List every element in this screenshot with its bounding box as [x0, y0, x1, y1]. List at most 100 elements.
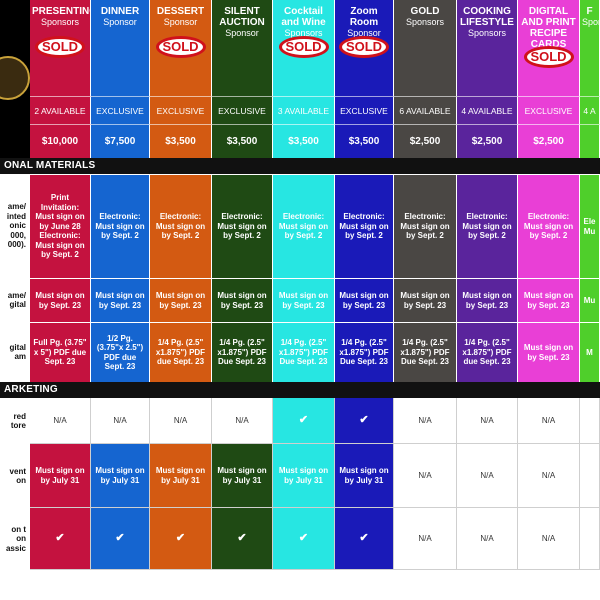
sponsor-column-cell: 1/2 Pg. (3.75"x 2.5") PDF due Sept. 23 [91, 322, 150, 382]
sponsor-column-cell: ✔ [91, 508, 150, 570]
sponsor-column-cell: Electronic: Must sign on by Sept. 2 [457, 174, 518, 278]
price-text: $2,500 [471, 136, 503, 147]
section-promotional-materials: ONAL MATERIALS [0, 158, 600, 174]
sponsor-name: PRESENTING [32, 6, 91, 17]
promo-row-1: ame/ inted onic 000, 000). Print Invitati… [0, 174, 600, 278]
cell-value: N/A [541, 416, 556, 425]
availability-text: EXCLUSIVE [156, 105, 205, 116]
sponsor-column-cell: Must sign on by Sept. 23 [518, 322, 580, 382]
price-text: $2,500 [533, 136, 564, 147]
cell-value: Must sign on by July 31 [155, 466, 206, 485]
sponsor-column-cell: DINNER Sponsor [91, 0, 150, 96]
sold-badge: SOLD [278, 36, 329, 58]
sponsor-column-cell: 4 A [580, 96, 600, 124]
sponsor-column-cell: N/A [394, 508, 457, 570]
sponsor-column-cell: Must sign on by July 31 [91, 444, 150, 508]
cell-value: Must sign on by July 31 [278, 466, 329, 485]
sponsor-column-cell: ✔ [273, 508, 335, 570]
deadline-text: Must sign on by Sept. 23 [523, 291, 574, 310]
row-label: gital am [0, 322, 28, 382]
cell-value [580, 398, 599, 443]
sponsor-column-cell: Must sign on by Sept. 23 [212, 278, 273, 322]
sponsor-column-cell: Electronic: Must sign on by Sept. 2 [150, 174, 212, 278]
price-text: $3,500 [226, 136, 258, 147]
row-label: on t on assic [0, 508, 28, 570]
sponsor-column-cell: N/A [150, 398, 212, 444]
sponsor-column-cell: Must sign on by July 31 [335, 444, 394, 508]
sponsor-column-cell: N/A [394, 444, 457, 508]
sponsor-subtitle: Sponsors [40, 17, 80, 27]
cell-value: N/A [173, 416, 188, 425]
sponsor-column-cell: COOKING LIFESTYLE Sponsors [457, 0, 518, 96]
row-label: red tore [0, 398, 28, 444]
availability-text: 3 AVAILABLE [277, 105, 330, 116]
price-text: $10,000 [41, 136, 79, 147]
cell-value: N/A [235, 416, 249, 425]
deadline-text: 1/4 Pg. (2.5" x1.875") PDF Due Sept. 23 [217, 338, 267, 367]
sponsor-column-cell: Cocktail and Wine Sponsors SOLD [273, 0, 335, 96]
sponsor-column-cell: Full Pg. (3.75" x 5") PDF due Sept. 23 [30, 322, 91, 382]
sponsor-name: SILENT AUCTION [219, 6, 265, 28]
cell-value: N/A [541, 534, 556, 543]
row-label-text: on t on assic [5, 524, 26, 553]
sponsor-column-cell: ✔ [30, 508, 91, 570]
check-icon: ✔ [298, 531, 309, 544]
sponsor-column-cell: ✔ [335, 398, 394, 444]
sponsor-column-cell: $2,500 [518, 124, 580, 158]
deadline-text: Ele Mu [583, 217, 596, 236]
cell-value [580, 444, 599, 507]
sponsor-column-cell: Must sign on by Sept. 23 [91, 278, 150, 322]
sponsor-column-cell: ✔ [150, 508, 212, 570]
sponsor-column-cell: 4 AVAILABLE [457, 96, 518, 124]
cell-value: N/A [541, 471, 556, 480]
section-marketing: ARKETING [0, 382, 600, 398]
availability-row: 2 AVAILABLE EXCLUSIVE EXCLUSIVE EXCLUSIVE 3 … [0, 96, 600, 124]
sponsor-header-row: PRESENTING Sponsors SOLD DINNER Sponsor DESSE… [0, 0, 600, 96]
sponsor-column-cell: Must sign on by July 31 [273, 444, 335, 508]
row-label: ame/ inted onic 000, 000). [0, 174, 28, 278]
sponsor-name: GOLD [410, 6, 440, 17]
deadline-text: Electronic: Must sign on by Sept. 2 [155, 212, 206, 241]
sponsor-subtitle: Sponsor [103, 17, 137, 27]
sponsor-name: F [586, 6, 593, 17]
sponsor-column-cell: $2,500 [457, 124, 518, 158]
deadline-text: Electronic: Must sign on by Sept. 2 [217, 212, 267, 241]
deadline-text: Electronic: Must sign on by Sept. 2 [523, 212, 574, 241]
sponsor-column-cell: Mu [580, 278, 600, 322]
sponsor-column-cell: N/A [394, 398, 457, 444]
sponsor-column-cell: $3,500 [212, 124, 273, 158]
check-icon: ✔ [359, 413, 369, 426]
sponsor-column-cell: $2,500 [394, 124, 457, 158]
marketing-row-2: vent on Must sign on by July 31 Must sign … [0, 444, 600, 508]
sponsor-column-cell: EXCLUSIVE [150, 96, 212, 124]
cell-value: Must sign on by July 31 [339, 466, 389, 485]
sponsor-column-cell: 3 AVAILABLE [273, 96, 335, 124]
sponsor-column-cell [580, 398, 600, 444]
sponsor-column-cell: 1/4 Pg. (2.5" x1.875") PDF Due Sept. 23 [273, 322, 335, 382]
sponsor-name: COOKING LIFESTYLE [460, 6, 514, 28]
availability-text: EXCLUSIVE [218, 105, 266, 116]
deadline-text: Must sign on by Sept. 23 [523, 343, 574, 362]
sponsor-column-cell: Zoom Room Sponsor SOLD [335, 0, 394, 96]
sponsor-column-cell: Must sign on by Sept. 23 [273, 278, 335, 322]
sponsor-name: Cocktail and Wine [281, 6, 326, 28]
sponsor-column-cell: Must sign on by Sept. 23 [30, 278, 91, 322]
cell-value: N/A [418, 471, 432, 480]
deadline-text: 1/4 Pg. (2.5" x1.875") PDF Due Sept. 23 [339, 338, 389, 367]
sponsor-column-cell: DIGITAL AND PRINT RECIPE CARDS SOLD [518, 0, 580, 96]
sponsor-column-cell: EXCLUSIVE [335, 96, 394, 124]
sponsor-column-cell: Electronic: Must sign on by Sept. 2 [335, 174, 394, 278]
check-icon: ✔ [55, 531, 65, 544]
sponsor-column-cell: ✔ [273, 398, 335, 444]
check-icon: ✔ [237, 531, 247, 544]
deadline-text: Full Pg. (3.75" x 5") PDF due Sept. 23 [33, 338, 87, 367]
sponsor-column-cell: 1/4 Pg. (2.5" x1.875") PDF due Sept. 23 [457, 322, 518, 382]
cell-value: N/A [480, 416, 494, 425]
sponsor-subtitle: Sponsor [225, 28, 259, 38]
sponsor-column-cell: $3,500 [335, 124, 394, 158]
sponsor-name: DESSERT [156, 6, 205, 17]
sponsor-column-cell: FSponso [580, 0, 600, 96]
deadline-text: Must sign on by Sept. 23 [95, 291, 145, 310]
sponsor-column-cell: Electronic: Must sign on by Sept. 2 [518, 174, 580, 278]
